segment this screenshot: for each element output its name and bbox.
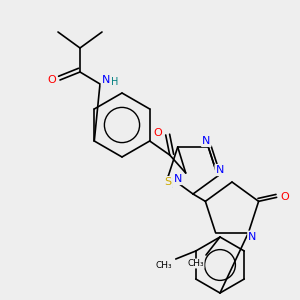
Text: H: H [111, 77, 119, 87]
Text: CH₃: CH₃ [188, 259, 204, 268]
Text: N: N [215, 165, 224, 175]
Text: N: N [202, 136, 211, 146]
Text: S: S [165, 177, 172, 187]
Text: O: O [153, 128, 162, 138]
Text: N: N [102, 75, 110, 85]
Text: CH₃: CH₃ [155, 261, 172, 270]
Text: O: O [48, 75, 56, 85]
Text: N: N [248, 232, 256, 242]
Text: O: O [280, 192, 289, 202]
Text: H: H [166, 180, 173, 190]
Text: N: N [173, 174, 182, 184]
